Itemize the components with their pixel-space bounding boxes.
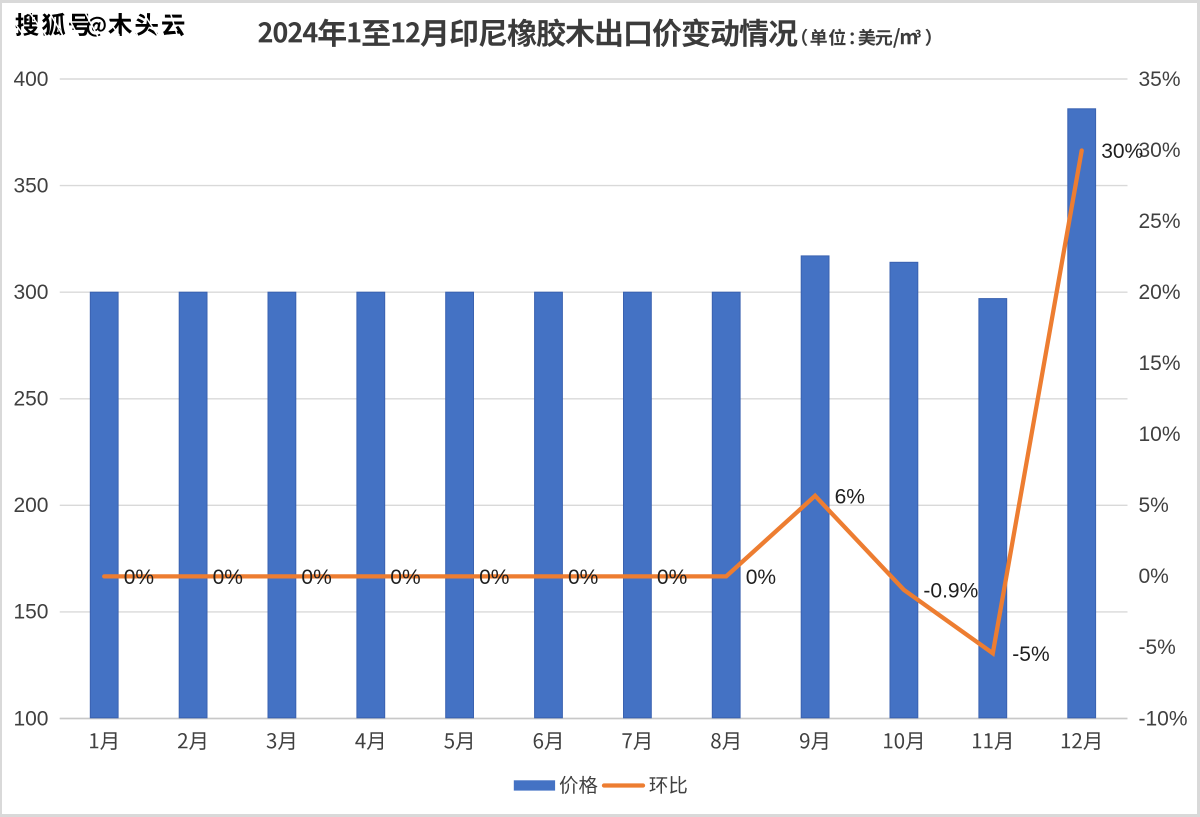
svg-text:10%: 10% bbox=[1139, 423, 1181, 446]
svg-text:15%: 15% bbox=[1139, 352, 1181, 375]
svg-text:35%: 35% bbox=[1139, 68, 1181, 91]
svg-text:20%: 20% bbox=[1139, 281, 1181, 304]
svg-text:0%: 0% bbox=[390, 566, 420, 589]
svg-text:400: 400 bbox=[13, 68, 48, 91]
svg-text:-0.9%: -0.9% bbox=[923, 579, 978, 602]
svg-text:0%: 0% bbox=[124, 566, 154, 589]
svg-text:0%: 0% bbox=[1139, 565, 1169, 588]
svg-text:25%: 25% bbox=[1139, 210, 1181, 233]
svg-text:100: 100 bbox=[13, 707, 48, 730]
svg-text:0%: 0% bbox=[213, 566, 243, 589]
svg-text:300: 300 bbox=[13, 281, 48, 304]
svg-text:0%: 0% bbox=[657, 566, 687, 589]
svg-text:5%: 5% bbox=[1139, 494, 1169, 517]
svg-text:30%: 30% bbox=[1139, 139, 1181, 162]
svg-text:150: 150 bbox=[13, 601, 48, 624]
svg-text:0%: 0% bbox=[301, 566, 331, 589]
svg-text:0%: 0% bbox=[568, 566, 598, 589]
svg-text:200: 200 bbox=[13, 494, 48, 517]
svg-text:-10%: -10% bbox=[1139, 707, 1188, 730]
svg-text:6%: 6% bbox=[835, 485, 865, 508]
svg-text:-5%: -5% bbox=[1139, 636, 1176, 659]
svg-text:-5%: -5% bbox=[1012, 643, 1049, 666]
svg-text:0%: 0% bbox=[746, 566, 776, 589]
svg-text:30%: 30% bbox=[1101, 140, 1143, 163]
svg-text:250: 250 bbox=[13, 388, 48, 411]
svg-text:350: 350 bbox=[13, 174, 48, 197]
svg-text:0%: 0% bbox=[479, 566, 509, 589]
